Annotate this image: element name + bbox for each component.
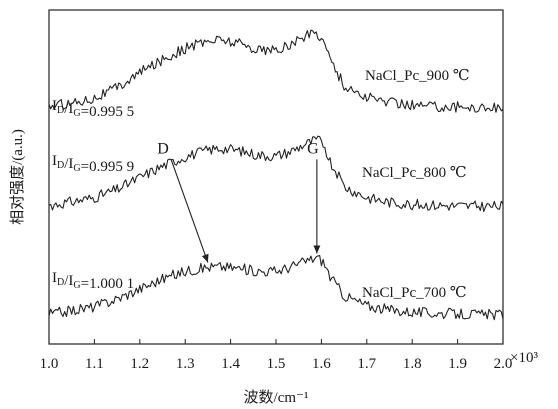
peak-label-G: G [307, 140, 319, 157]
peak-arrow-head [201, 253, 209, 263]
spectrum-line-2 [48, 135, 504, 213]
spectrum-line-1 [48, 29, 504, 113]
x-tick-label: 1.3 [176, 356, 195, 372]
series-name-label: NaCl_Pc_800 ℃ [362, 165, 467, 181]
x-tick-label: 1.4 [221, 356, 240, 372]
peak-label-D: D [157, 140, 169, 157]
x-axis-multiplier: ×10³ [510, 350, 538, 366]
x-axis-ticks: 1.0 1.1 1.2 1.3 1.4 1.5 1.6 1.7 1.8 1.9 2.0 [40, 339, 513, 372]
series-name-label: NaCl_Pc_900 ℃ [365, 68, 470, 84]
x-tick-label: 1.8 [403, 356, 422, 372]
peak-arrow-head [313, 245, 321, 254]
x-axis-label: 波数/cm⁻¹ [244, 389, 309, 406]
ratio-label: ID/IG=1.000 1 [52, 270, 134, 292]
x-tick-label: 1.5 [267, 356, 286, 372]
series-layer [48, 29, 504, 321]
spectrum-line-3 [48, 255, 504, 321]
x-tick-label: 1.1 [85, 356, 104, 372]
series-labels: NaCl_Pc_900 ℃ ID/IG=0.995 5 NaCl_Pc_800 ℃ I… [52, 68, 470, 301]
x-tick-label: 1.0 [40, 356, 59, 372]
x-tick-label: 1.9 [448, 356, 467, 372]
x-tick-label: 1.7 [357, 356, 376, 372]
x-tick-label: 1.6 [312, 356, 331, 372]
series-name-label: NaCl_Pc_700 ℃ [362, 285, 467, 301]
y-axis-label: 相对强度/(a.u.) [9, 129, 26, 225]
ratio-label: ID/IG=0.995 9 [52, 153, 134, 175]
x-tick-label: 1.2 [130, 356, 149, 372]
ratio-label: ID/IG=0.995 5 [52, 98, 134, 120]
x-tick-label: 2.0 [494, 356, 513, 372]
peak-arrow-line [170, 159, 209, 263]
